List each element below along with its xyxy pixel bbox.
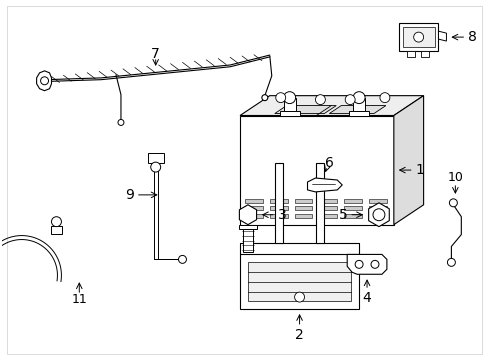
Polygon shape xyxy=(420,51,427,57)
Circle shape xyxy=(345,95,354,105)
Polygon shape xyxy=(352,98,365,111)
Polygon shape xyxy=(275,163,283,243)
Polygon shape xyxy=(239,225,256,229)
Circle shape xyxy=(354,260,362,268)
Circle shape xyxy=(150,162,161,172)
Circle shape xyxy=(448,199,456,207)
Text: 11: 11 xyxy=(71,293,87,306)
Polygon shape xyxy=(319,199,337,203)
Polygon shape xyxy=(319,206,337,210)
Polygon shape xyxy=(240,96,423,116)
Polygon shape xyxy=(37,71,51,91)
Text: 10: 10 xyxy=(447,171,462,184)
Polygon shape xyxy=(283,98,295,111)
Polygon shape xyxy=(319,214,337,218)
Polygon shape xyxy=(269,206,287,210)
Text: 3: 3 xyxy=(277,208,286,222)
Polygon shape xyxy=(344,199,361,203)
Polygon shape xyxy=(244,214,263,218)
Circle shape xyxy=(352,92,365,104)
Circle shape xyxy=(118,120,123,125)
Polygon shape xyxy=(294,206,312,210)
Circle shape xyxy=(379,93,389,103)
Polygon shape xyxy=(274,105,336,113)
Circle shape xyxy=(294,292,304,302)
Circle shape xyxy=(372,209,384,221)
Polygon shape xyxy=(346,255,386,274)
Text: 5: 5 xyxy=(338,208,346,222)
Text: 9: 9 xyxy=(125,188,134,202)
Polygon shape xyxy=(269,214,287,218)
Circle shape xyxy=(262,95,267,100)
Circle shape xyxy=(447,258,454,266)
Polygon shape xyxy=(240,255,358,309)
Polygon shape xyxy=(279,111,299,116)
Polygon shape xyxy=(50,226,62,234)
Text: 4: 4 xyxy=(362,291,371,305)
Polygon shape xyxy=(438,31,446,41)
Circle shape xyxy=(283,92,295,104)
Polygon shape xyxy=(294,199,312,203)
Polygon shape xyxy=(240,116,393,225)
Polygon shape xyxy=(348,111,368,116)
Polygon shape xyxy=(328,105,385,113)
Polygon shape xyxy=(393,96,423,225)
Circle shape xyxy=(370,260,378,268)
Polygon shape xyxy=(344,206,361,210)
Polygon shape xyxy=(239,205,256,225)
Polygon shape xyxy=(244,199,263,203)
Circle shape xyxy=(178,255,186,264)
Text: 8: 8 xyxy=(468,30,476,44)
Polygon shape xyxy=(402,27,434,47)
Polygon shape xyxy=(406,51,414,57)
Polygon shape xyxy=(368,206,386,210)
Text: 6: 6 xyxy=(324,156,333,170)
Circle shape xyxy=(51,217,61,227)
Text: 2: 2 xyxy=(295,328,304,342)
Polygon shape xyxy=(269,199,287,203)
Circle shape xyxy=(275,93,285,103)
Polygon shape xyxy=(344,214,361,218)
Polygon shape xyxy=(243,229,252,252)
Text: 7: 7 xyxy=(151,47,160,61)
Polygon shape xyxy=(368,199,386,203)
Polygon shape xyxy=(315,163,323,243)
Polygon shape xyxy=(368,203,388,227)
Circle shape xyxy=(315,95,325,105)
Polygon shape xyxy=(247,262,350,301)
Circle shape xyxy=(413,32,423,42)
Circle shape xyxy=(41,77,48,85)
Polygon shape xyxy=(244,206,263,210)
Polygon shape xyxy=(398,23,438,51)
Text: 1: 1 xyxy=(415,163,424,177)
Polygon shape xyxy=(294,214,312,218)
Polygon shape xyxy=(307,178,342,192)
Polygon shape xyxy=(368,214,386,218)
Polygon shape xyxy=(147,153,163,163)
